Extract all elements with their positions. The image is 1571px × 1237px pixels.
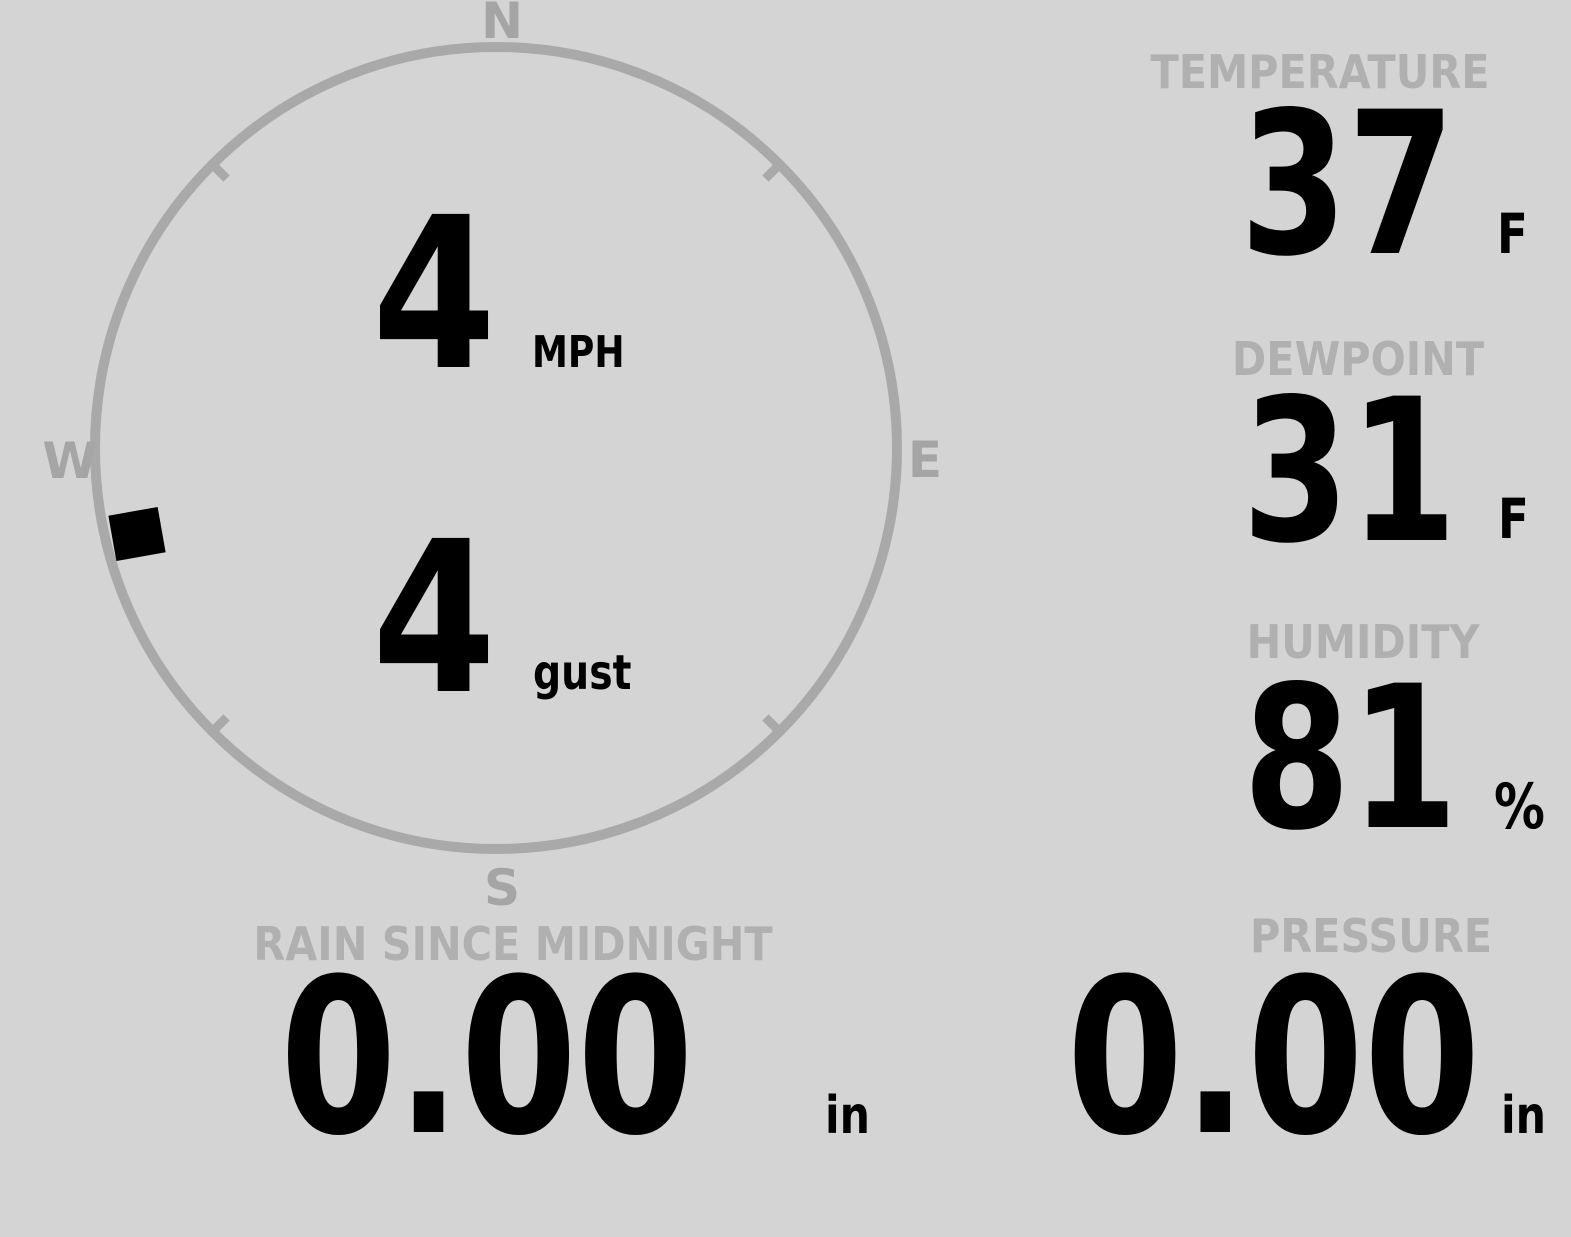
pressure-label: PRESSURE <box>1249 909 1493 963</box>
pressure-unit: in <box>1501 1086 1546 1146</box>
wind-gust-value: 4 <box>372 496 497 741</box>
wind-speed-value: 4 <box>372 172 497 417</box>
compass-ring <box>90 42 902 854</box>
temperature-label: TEMPERATURE <box>1150 45 1490 99</box>
temperature-value: 37 <box>1240 69 1455 300</box>
wind-compass <box>90 42 902 854</box>
wind-direction-marker <box>108 507 166 561</box>
compass-label-south: S <box>483 859 520 917</box>
compass-tick-se <box>762 714 785 737</box>
compass-tick-sw <box>207 714 230 737</box>
humidity-unit: % <box>1494 770 1545 843</box>
pressure-value: 0.00 <box>1066 932 1480 1183</box>
humidity-value: 81 <box>1243 643 1458 874</box>
dewpoint-value: 31 <box>1242 356 1457 587</box>
humidity-label: HUMIDITY <box>1246 615 1480 669</box>
wind-speed-unit: MPH <box>532 327 625 378</box>
dewpoint-unit: F <box>1498 487 1529 551</box>
compass-label-east: E <box>907 431 943 489</box>
compass-label-west: W <box>42 432 98 490</box>
compass-tick-nw <box>207 159 230 182</box>
temperature-unit: F <box>1497 202 1528 266</box>
rain-label: RAIN SINCE MIDNIGHT <box>253 917 773 971</box>
dewpoint-label: DEWPOINT <box>1231 332 1485 386</box>
compass-tick-ne <box>762 159 785 182</box>
rain-value: 0.00 <box>280 932 694 1183</box>
compass-label-north: N <box>481 0 523 50</box>
wind-gust-unit: gust <box>533 645 632 701</box>
rain-unit: in <box>825 1086 870 1146</box>
